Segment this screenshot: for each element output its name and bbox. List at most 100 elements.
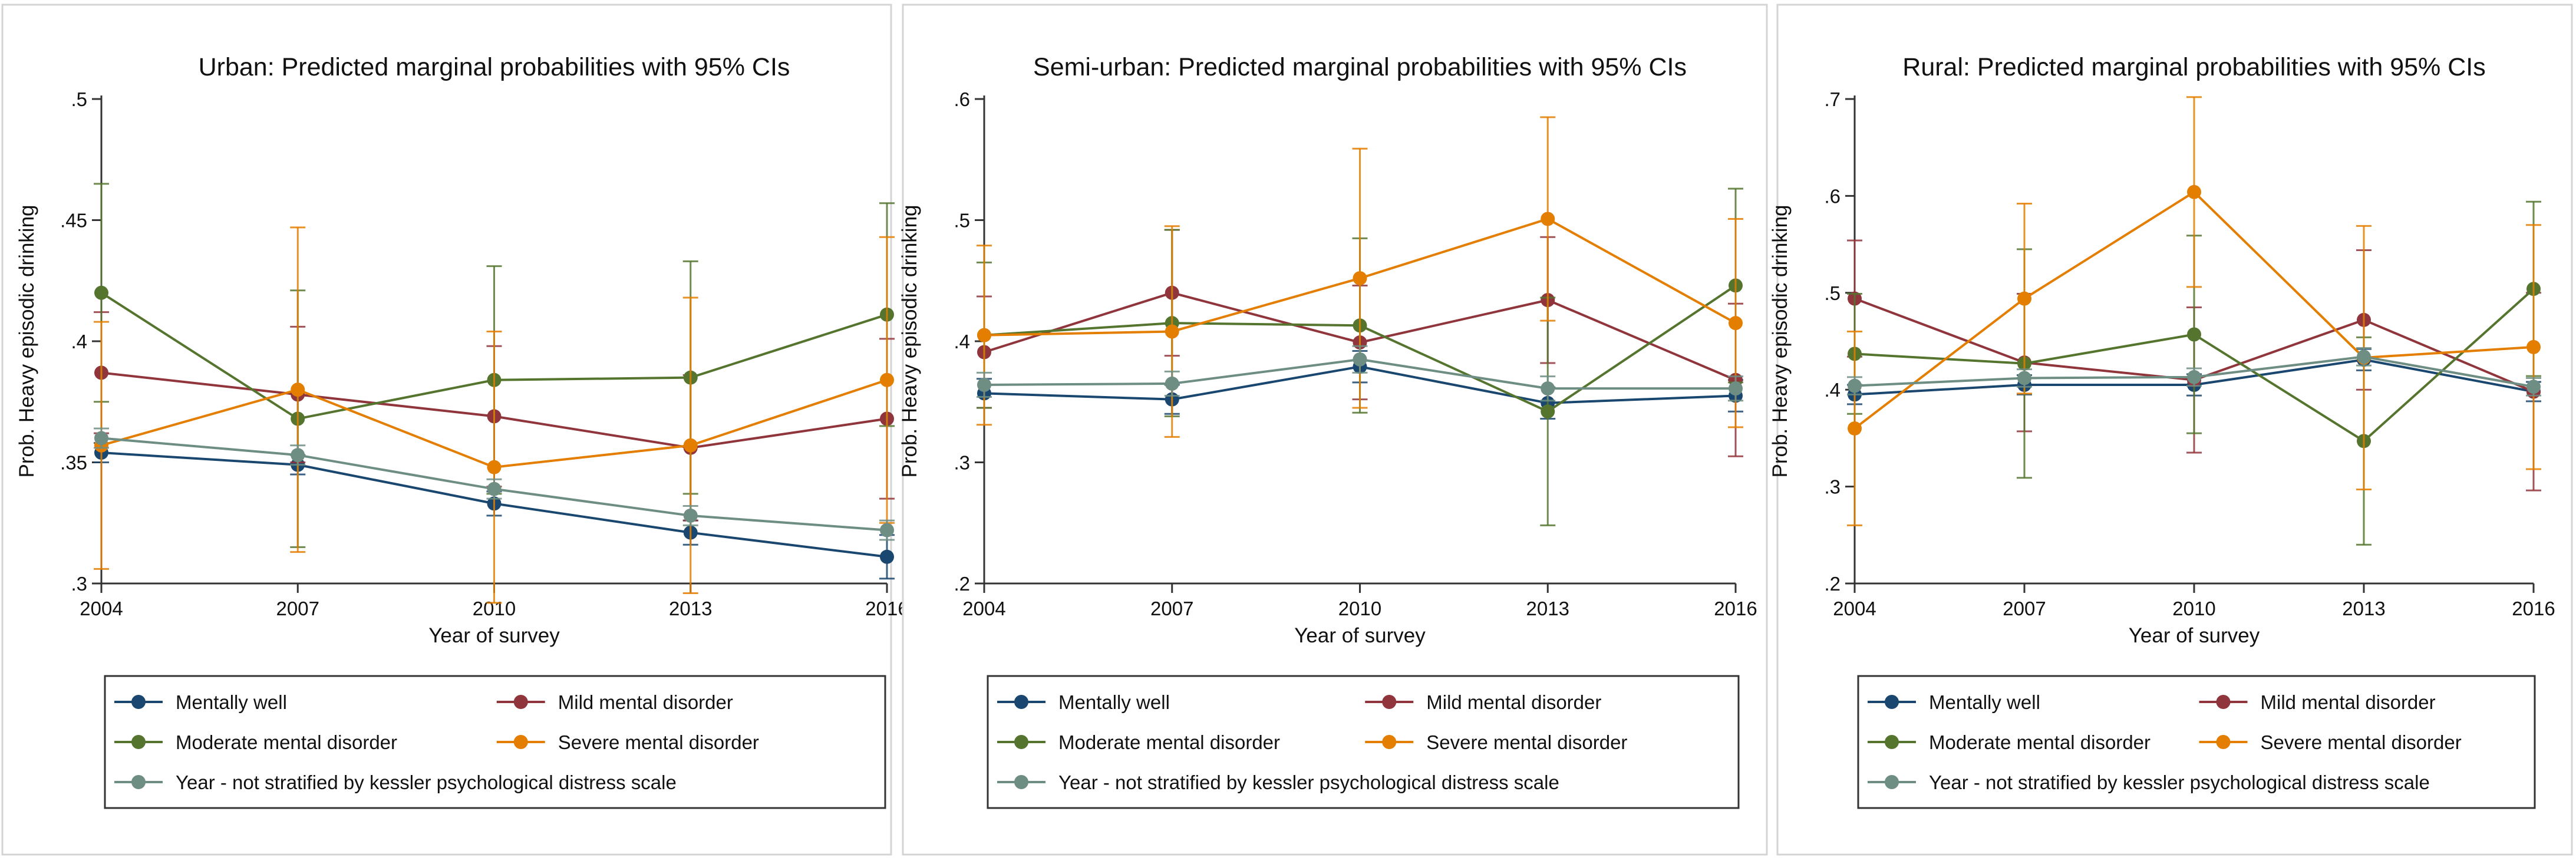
data-point: [880, 372, 894, 387]
data-point: [1353, 271, 1367, 286]
y-tick-label: .3: [1824, 476, 1841, 498]
legend-swatch-marker: [1885, 735, 1899, 749]
data-point: [291, 382, 305, 397]
legend-swatch-marker: [1014, 775, 1028, 789]
legend-swatch-marker: [1014, 695, 1028, 709]
y-tick-label: .4: [71, 331, 87, 352]
x-tick-label: 2016: [2512, 598, 2555, 619]
y-tick-label: .6: [954, 88, 970, 110]
y-tick-label: .5: [954, 210, 970, 232]
y-tick-label: .2: [1824, 573, 1841, 595]
x-tick-label: 2013: [1526, 598, 1569, 619]
y-tick-label: .7: [1824, 88, 1841, 110]
data-point: [1541, 381, 1555, 396]
data-point: [2526, 380, 2541, 394]
chart-title: Rural: Predicted marginal probabilities …: [1902, 53, 2485, 81]
legend-label: Mentally well: [176, 691, 287, 713]
data-point: [1165, 376, 1179, 391]
data-point: [683, 508, 698, 523]
data-point: [94, 431, 108, 446]
legend-label: Severe mental disorder: [1426, 731, 1627, 753]
legend-swatch-marker: [1885, 775, 1899, 789]
data-point: [1541, 404, 1555, 419]
data-point: [2187, 327, 2201, 342]
y-tick-label: .6: [1824, 185, 1841, 207]
y-tick-label: .2: [954, 573, 970, 595]
y-tick-label: .3: [71, 573, 87, 595]
series-4: [94, 226, 895, 604]
legend-swatch-marker: [2216, 695, 2231, 709]
x-axis-title: Year of survey: [428, 624, 560, 647]
x-tick-label: 2013: [2342, 598, 2385, 619]
legend-label: Moderate mental disorder: [176, 731, 397, 753]
data-point: [1848, 421, 1862, 436]
legend-label: Mild mental disorder: [558, 691, 733, 713]
series-5: [1847, 347, 2541, 397]
data-point: [880, 549, 894, 564]
legend-label: Severe mental disorder: [2261, 731, 2462, 753]
chart-panel-1: Urban: Predicted marginal probabilities …: [1, 4, 909, 856]
x-tick-label: 2016: [1714, 598, 1757, 619]
legend-label: Year - not stratified by kessler psychol…: [176, 771, 677, 793]
x-tick-label: 2007: [1150, 598, 1193, 619]
y-axis-title: Prob. Heavy episodic drinking: [898, 205, 921, 477]
data-point: [2187, 370, 2201, 384]
legend-label: Mild mental disorder: [1426, 691, 1601, 713]
y-tick-label: .4: [954, 331, 970, 352]
legend-label: Moderate mental disorder: [1929, 731, 2150, 753]
legend-swatch-marker: [2216, 735, 2231, 749]
data-point: [2357, 349, 2371, 364]
data-point: [487, 460, 502, 474]
data-point: [487, 482, 502, 496]
legend: [1857, 675, 2536, 809]
data-point: [2526, 339, 2541, 354]
data-point: [291, 448, 305, 463]
legend-swatch-marker: [131, 735, 146, 749]
data-point: [683, 438, 698, 453]
x-tick-label: 2004: [962, 598, 1005, 619]
data-point: [2017, 291, 2031, 306]
legend-swatch-marker: [513, 735, 528, 749]
y-tick-label: .5: [1824, 282, 1841, 304]
y-tick-label: .5: [71, 88, 87, 110]
legend-swatch-marker: [131, 695, 146, 709]
chart-title: Urban: Predicted marginal probabilities …: [199, 53, 790, 81]
chart-title: Semi-urban: Predicted marginal probabili…: [1033, 53, 1687, 81]
y-tick-label: .4: [1824, 379, 1841, 401]
legend-swatch-marker: [1014, 735, 1028, 749]
legend-swatch-marker: [513, 695, 528, 709]
y-axis-title: Prob. Heavy episodic drinking: [15, 205, 38, 477]
y-tick-label: .45: [60, 210, 87, 232]
x-tick-label: 2004: [80, 598, 123, 619]
data-point: [94, 285, 108, 300]
x-tick-label: 2004: [1833, 598, 1876, 619]
x-tick-label: 2010: [2172, 598, 2215, 619]
data-point: [2017, 371, 2031, 385]
data-point: [1165, 324, 1179, 339]
chart-panel-3: Rural: Predicted marginal probabilities …: [1769, 4, 2573, 856]
legend-label: Mentally well: [1929, 691, 2040, 713]
x-tick-label: 2007: [276, 598, 319, 619]
legend-label: Moderate mental disorder: [1058, 731, 1280, 753]
y-tick-label: .3: [954, 452, 970, 474]
legend-swatch-marker: [1382, 735, 1397, 749]
x-axis-title: Year of survey: [1294, 624, 1426, 647]
x-tick-label: 2013: [669, 598, 712, 619]
x-tick-label: 2016: [865, 598, 908, 619]
legend-label: Mentally well: [1058, 691, 1170, 713]
data-point: [1729, 316, 1743, 331]
y-axis-title: Prob. Heavy episodic drinking: [1769, 205, 1792, 477]
legend: [987, 675, 1740, 809]
x-tick-label: 2007: [2003, 598, 2046, 619]
y-tick-label: .35: [60, 452, 87, 474]
legend-label: Mild mental disorder: [2261, 691, 2436, 713]
data-point: [1729, 381, 1743, 396]
data-point: [1848, 378, 1862, 393]
legend-swatch-marker: [131, 775, 146, 789]
legend-label: Severe mental disorder: [558, 731, 759, 753]
legend-swatch-marker: [1382, 695, 1397, 709]
chart-panel-2: Semi-urban: Predicted marginal probabili…: [898, 4, 1768, 856]
series-4: [977, 116, 1743, 438]
series-5: [977, 345, 1743, 402]
